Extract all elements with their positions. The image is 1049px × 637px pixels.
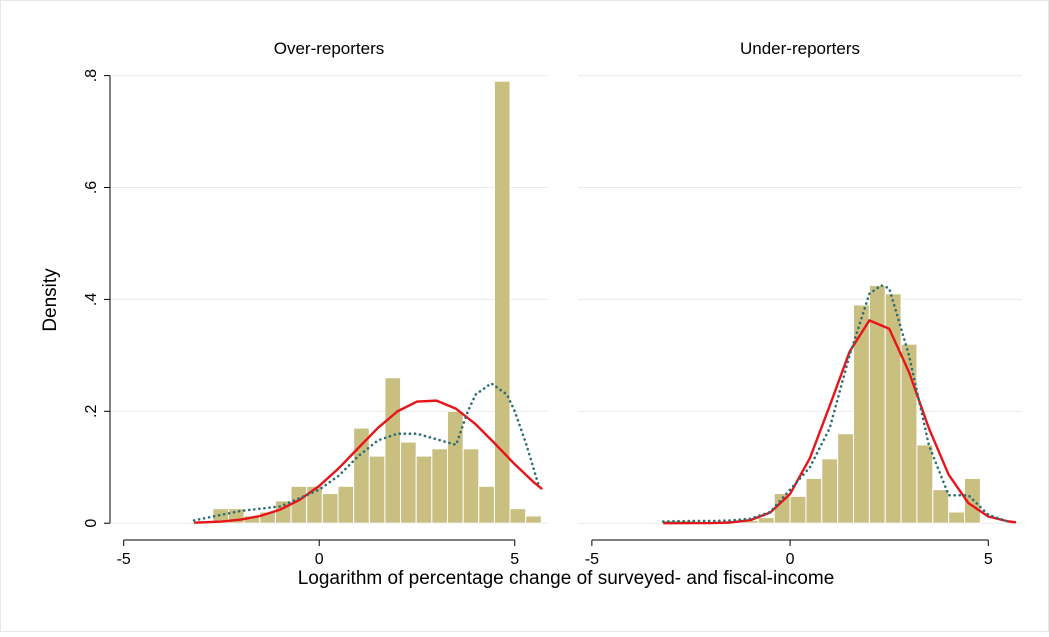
bar <box>400 441 417 524</box>
bar <box>431 448 448 524</box>
bar <box>478 485 495 524</box>
bar <box>837 433 855 524</box>
y-tick-label: .8 <box>83 69 100 82</box>
kernel-density-line <box>192 382 540 522</box>
x-tick-label: -5 <box>117 551 131 568</box>
panel-title: Over-reporters <box>274 39 385 58</box>
bar <box>757 517 775 524</box>
bar <box>789 495 807 524</box>
bar <box>290 485 308 524</box>
y-tick-label: .4 <box>83 293 100 306</box>
bar <box>916 444 934 524</box>
y-tick-label: 0 <box>83 519 100 528</box>
x-tick-label: 0 <box>315 551 324 568</box>
normal-density-line <box>194 399 543 524</box>
kernel-density-line <box>661 284 1010 523</box>
x-tick-label: 5 <box>984 551 993 568</box>
bar <box>509 508 527 524</box>
bar <box>384 377 402 524</box>
bar <box>900 343 918 524</box>
bar <box>805 477 823 524</box>
x-axis-label: Logarithm of percentage change of survey… <box>298 568 835 589</box>
panel-title: Under-reporters <box>740 39 860 58</box>
y-tick-label: .2 <box>83 405 100 418</box>
bar <box>415 455 433 524</box>
bar <box>462 448 480 524</box>
bar <box>321 493 339 524</box>
bar <box>932 489 950 524</box>
x-tick-label: 5 <box>510 551 519 568</box>
bar <box>337 485 355 524</box>
bar <box>493 80 511 524</box>
y-axis-label: Density <box>40 268 61 332</box>
normal-density-line <box>663 319 1017 525</box>
bar <box>353 427 370 524</box>
x-tick-label: 0 <box>786 551 795 568</box>
bar <box>821 458 839 524</box>
bar <box>368 455 386 524</box>
bar <box>948 511 966 524</box>
y-tick-label: .6 <box>83 181 100 194</box>
x-tick-label: -5 <box>585 551 599 568</box>
bar <box>446 410 464 524</box>
bar <box>525 515 542 524</box>
